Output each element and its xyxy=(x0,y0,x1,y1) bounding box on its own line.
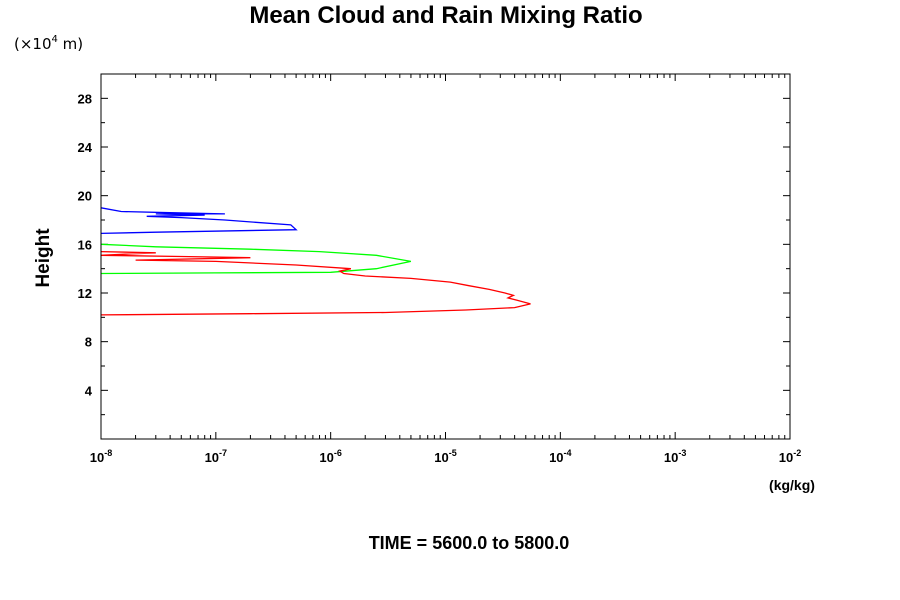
y-scale-note-unit: m) xyxy=(58,35,83,53)
axis-ticks xyxy=(100,74,790,439)
x-tick-label: 10-7 xyxy=(205,448,227,465)
plot-frame xyxy=(100,73,791,440)
series-line-1 xyxy=(100,207,298,235)
x-tick-label: 10-3 xyxy=(664,448,686,465)
y-scale-note-exp: 4 xyxy=(52,34,58,45)
y-tick-label: 20 xyxy=(78,189,92,204)
series-line-2 xyxy=(100,243,412,275)
y-tick-label: 28 xyxy=(78,91,92,106)
x-tick-label: 10-8 xyxy=(90,448,112,465)
chart-title: Mean Cloud and Rain Mixing Ratio xyxy=(249,2,642,29)
y-tick-label: 4 xyxy=(85,383,93,398)
x-tick-label: 10-5 xyxy=(434,448,456,465)
x-tick-label: 10-2 xyxy=(779,448,801,465)
x-units-label: (kg/kg) xyxy=(769,477,815,493)
series-line-3 xyxy=(100,250,531,316)
series-lines xyxy=(100,207,531,316)
x-tick-labels: 10-8 10-7 10-6 10-5 10-4 10-3 10-2 xyxy=(90,448,801,465)
x-tick-label: 10-6 xyxy=(319,448,341,465)
y-scale-note-prefix: (×10 xyxy=(14,35,52,53)
y-tick-label: 8 xyxy=(85,335,92,350)
x-tick-label: 10-4 xyxy=(549,448,571,465)
y-tick-label: 12 xyxy=(78,286,92,301)
y-scale-note: (×104 m) xyxy=(14,34,83,53)
y-axis-label: Height xyxy=(33,228,54,288)
time-range-footer: TIME = 5600.0 to 5800.0 xyxy=(369,533,570,553)
y-tick-label: 24 xyxy=(78,140,93,155)
y-tick-labels: 4 8 12 16 20 24 28 xyxy=(78,91,93,398)
y-tick-label: 16 xyxy=(78,237,92,252)
